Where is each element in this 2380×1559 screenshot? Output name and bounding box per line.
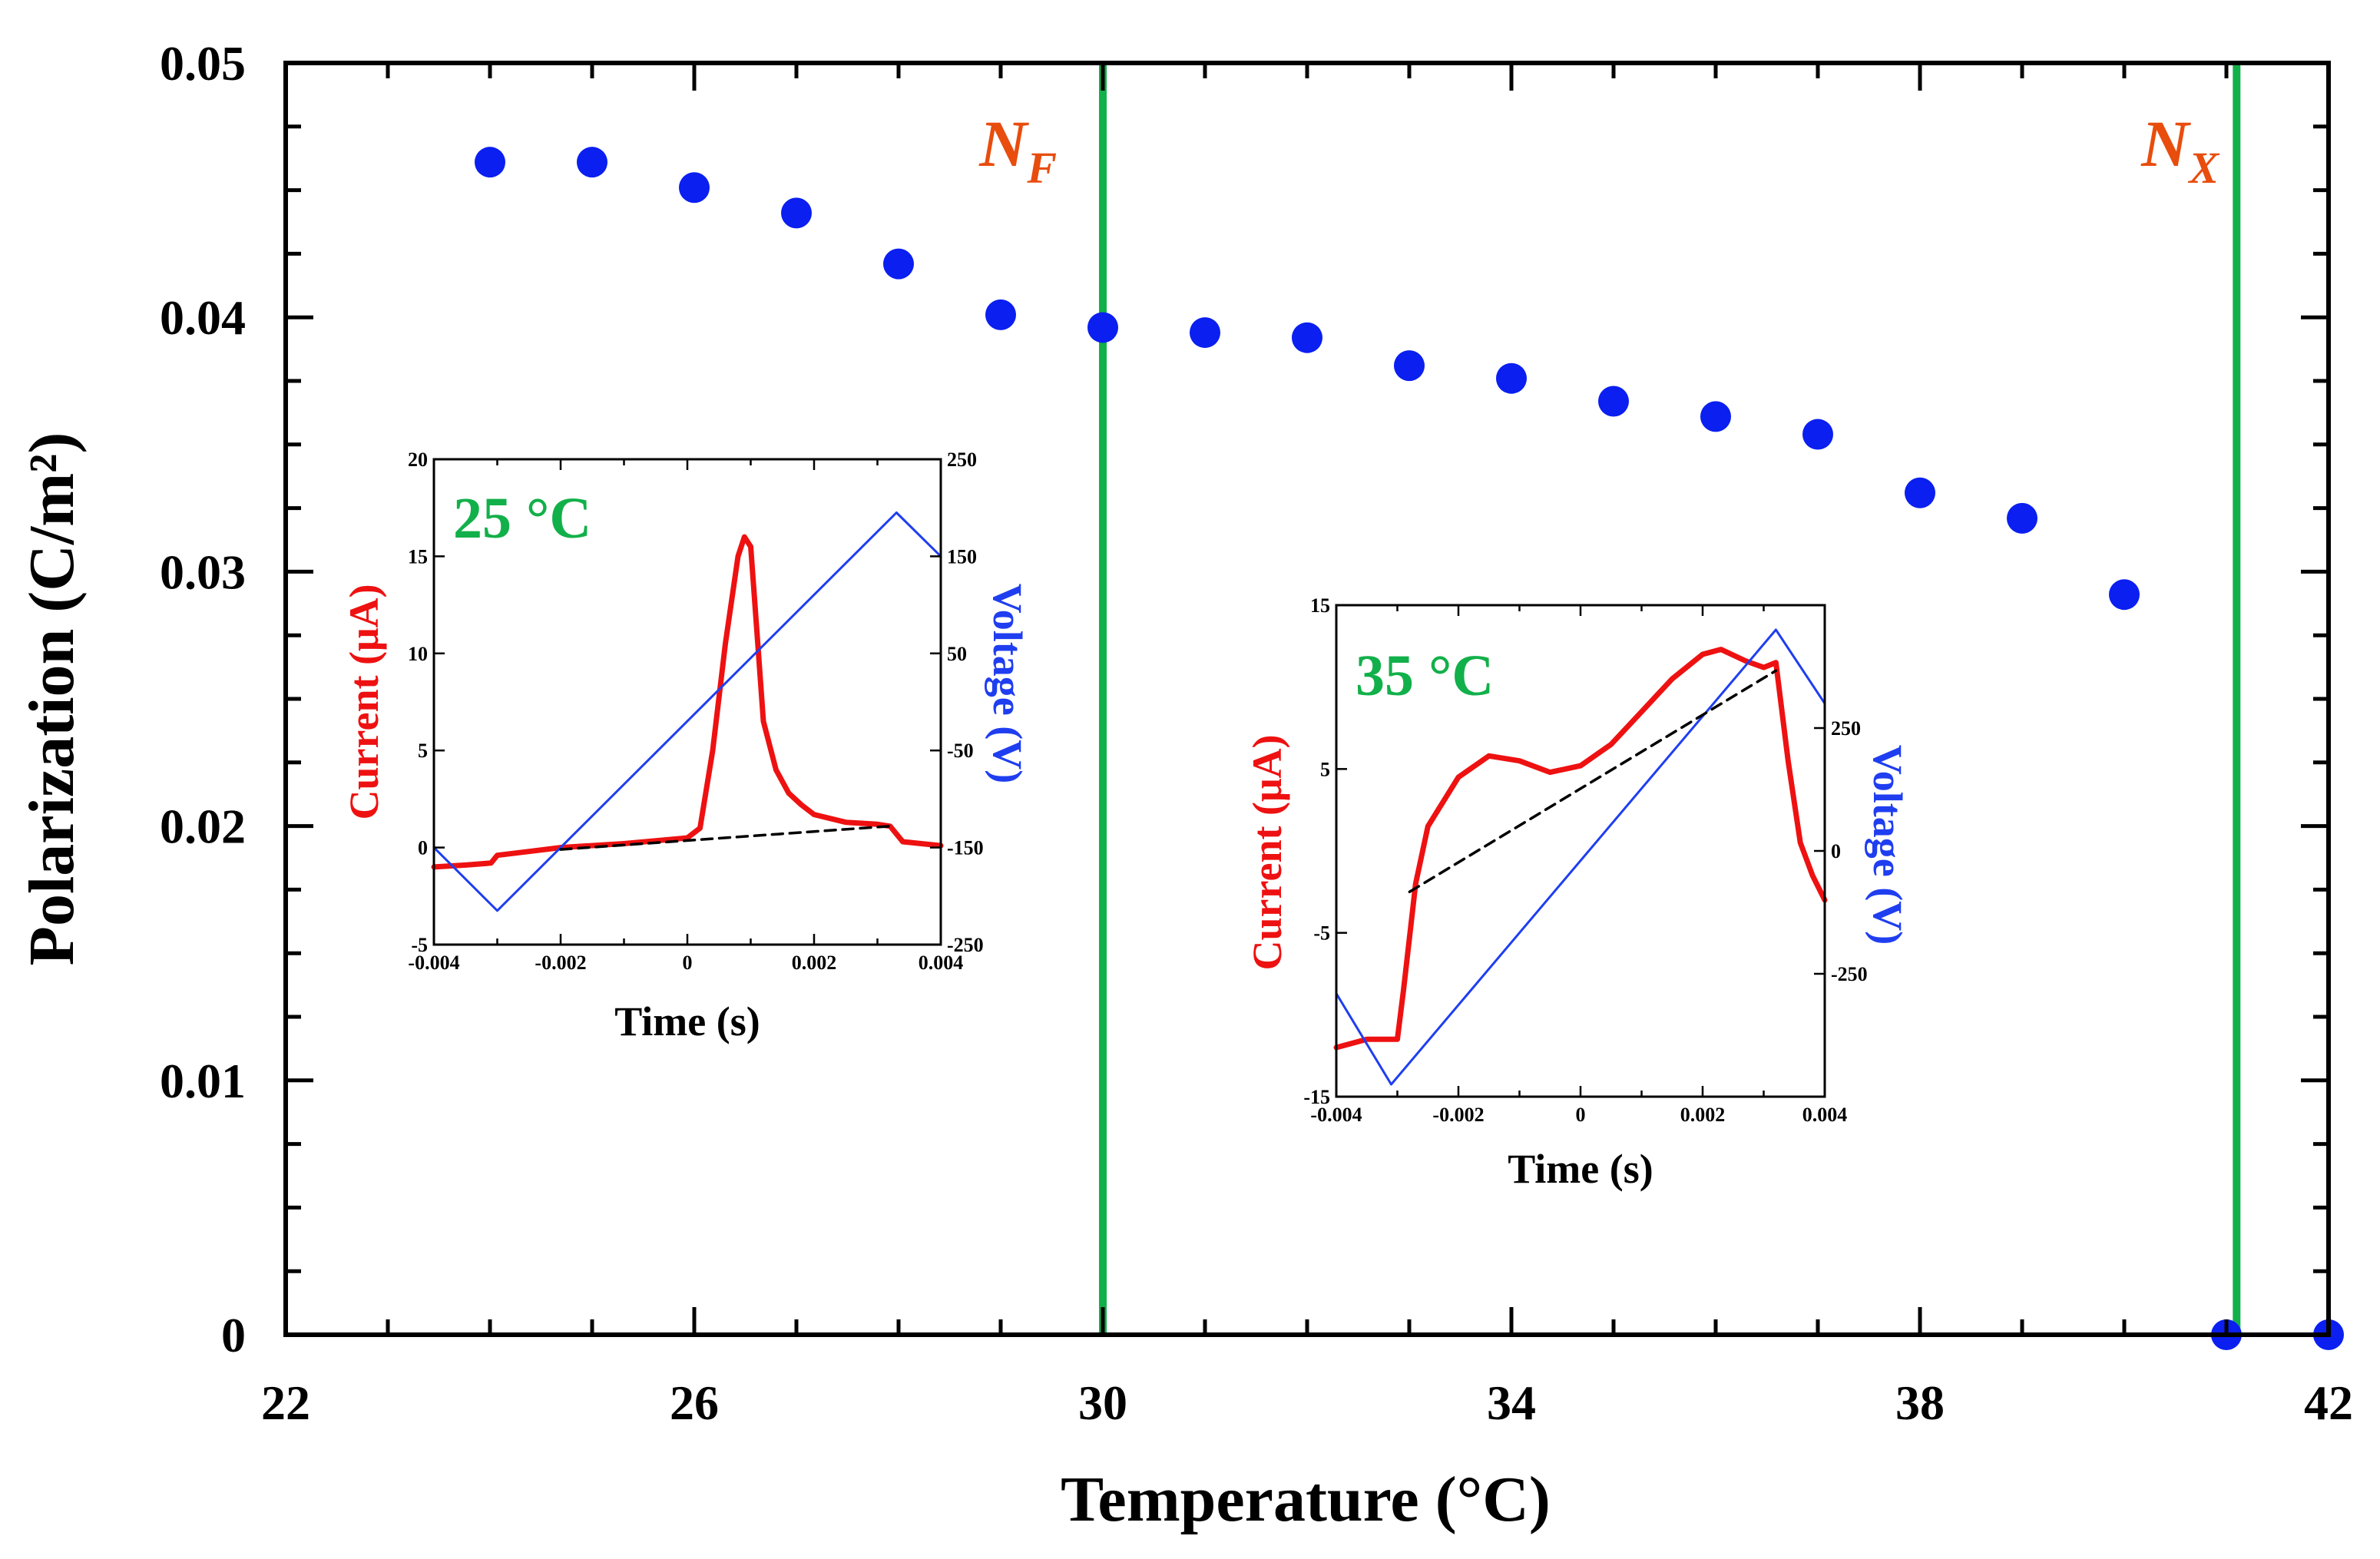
data-point [1802, 419, 1833, 450]
x-tick-label: 22 [261, 1375, 310, 1430]
inset-25c-label: 25 °C [453, 486, 591, 551]
x-tick-label: 0.002 [792, 952, 837, 974]
y-tick-label: 0.04 [160, 290, 246, 345]
y-tick-labels: 0 0.01 0.02 0.03 0.04 0.05 [160, 36, 246, 1362]
inset-25c-right-title: Voltage (V) [985, 584, 1031, 783]
inset-35c-label: 35 °C [1356, 644, 1494, 708]
voltage-curve [1335, 628, 1826, 1086]
x-axis-title: Temperature (°C) [1061, 1464, 1551, 1535]
inset-35c-ticks [1335, 604, 1826, 1098]
y-tick-label: 10 [408, 643, 428, 665]
data-point [1905, 477, 1935, 508]
data-point [2109, 579, 2140, 611]
inset-25c: -0.004 -0.002 0 0.002 0.004 -5 0 5 10 15… [341, 449, 1031, 1044]
x-tick-label: 38 [1895, 1375, 1945, 1430]
inset-25c-ticks [432, 458, 942, 946]
inset-25c-right-tick-labels: -250 -150 -50 50 150 250 [947, 449, 984, 956]
inset-35c-right-title: Voltage (V) [1865, 745, 1911, 945]
y2-tick-label: 250 [1831, 717, 1861, 740]
y-tick-label: -15 [1303, 1086, 1330, 1108]
data-point [679, 172, 710, 204]
inset-35c-right-tick-labels: -250 0 250 [1831, 717, 1868, 985]
y-tick-label: 0.01 [160, 1054, 246, 1108]
phase-label-nx-sub: X [2187, 143, 2219, 193]
main-ticks [283, 61, 2331, 1337]
inset-35c-left-tick-labels: -15 -5 5 15 [1303, 594, 1330, 1108]
inset-25c-left-tick-labels: -5 0 5 10 15 20 [408, 449, 428, 956]
y-tick-label: 15 [1310, 594, 1330, 617]
inset-25c-x-tick-labels: -0.004 -0.002 0 0.002 0.004 [408, 952, 963, 974]
data-point [1496, 362, 1527, 394]
x-tick-label: 0.002 [1680, 1104, 1726, 1126]
x-tick-label: 30 [1078, 1375, 1127, 1430]
y-axis-title: Polarization (C/m²) [16, 432, 88, 966]
inset-35c-curves [1333, 628, 1828, 1086]
phase-label-nf: NF [978, 107, 1057, 193]
y2-tick-label: 50 [947, 643, 967, 665]
y-tick-label: -5 [411, 934, 428, 956]
data-point [577, 147, 607, 178]
data-point [1700, 401, 1731, 432]
inset-35c-x-tick-labels: -0.004 -0.002 0 0.002 0.004 [1310, 1104, 1847, 1126]
y2-tick-label: -250 [1831, 963, 1868, 985]
phase-label-nf-main: N [978, 107, 1029, 180]
y-tick-label: 5 [1320, 758, 1330, 780]
data-point [781, 197, 812, 229]
y-tick-label: 0.02 [160, 799, 246, 854]
y-tick-label: 0.03 [160, 544, 246, 599]
phase-label-nf-sub: F [1026, 143, 1057, 193]
data-point [1598, 386, 1629, 417]
x-tick-label: -0.002 [1432, 1104, 1484, 1126]
baseline-curve [559, 825, 892, 851]
phase-lines [1099, 63, 2241, 1335]
x-tick-label: 42 [2304, 1375, 2353, 1430]
current-curve [1333, 647, 1828, 1051]
phase-label-nx: NX [2140, 107, 2219, 193]
inset-35c-left-title: Current (μA) [1244, 734, 1290, 970]
y-tick-label: -5 [1313, 922, 1330, 945]
data-point [883, 248, 914, 280]
y2-tick-label: 250 [947, 449, 977, 471]
inset-35c: -0.004 -0.002 0 0.002 0.004 -15 -5 5 15 … [1244, 594, 1911, 1192]
y-tick-label: 20 [408, 449, 428, 471]
y-tick-label: 0 [221, 1308, 246, 1362]
inset-35c-x-title: Time (s) [1508, 1146, 1653, 1192]
data-point [475, 147, 505, 178]
x-tick-label: 26 [670, 1375, 719, 1430]
baseline-curve [1408, 669, 1778, 894]
data-point [1394, 350, 1425, 382]
y-tick-label: 0 [418, 837, 428, 859]
voltage-curve [432, 511, 942, 912]
current-curve [431, 534, 944, 870]
x-tick-label: 0 [1576, 1104, 1586, 1126]
y2-tick-label: -150 [947, 837, 984, 859]
data-point [2007, 502, 2037, 534]
x-tick-label: 0.004 [1802, 1104, 1848, 1126]
data-point [1190, 317, 1220, 349]
inset-25c-x-title: Time (s) [614, 998, 760, 1044]
x-tick-label: -0.004 [1310, 1104, 1362, 1126]
x-tick-label: 0 [683, 952, 693, 974]
x-tick-label: -0.004 [408, 952, 459, 974]
y2-tick-label: -250 [947, 934, 984, 956]
y2-tick-label: -50 [947, 740, 974, 762]
y-tick-label: 15 [408, 545, 428, 568]
x-tick-labels: 22 26 30 34 38 42 [261, 1375, 2353, 1430]
data-point [1292, 322, 1322, 353]
data-point [1087, 312, 1118, 343]
y2-tick-label: 0 [1831, 840, 1841, 862]
phase-label-nx-main: N [2140, 107, 2191, 180]
data-points [475, 147, 2344, 1350]
inset-25c-curves [431, 511, 944, 912]
y-tick-label: 0.05 [160, 36, 246, 91]
data-point [985, 299, 1016, 330]
inset-25c-left-title: Current (μA) [341, 584, 387, 819]
x-tick-label: 0.004 [919, 952, 964, 974]
x-tick-label: 34 [1487, 1375, 1536, 1430]
main-chart: 22 26 30 34 38 42 0 0.01 0.02 0.03 0.04 … [16, 36, 2353, 1535]
x-tick-label: -0.002 [535, 952, 586, 974]
y-tick-label: 5 [418, 740, 428, 762]
y2-tick-label: 150 [947, 545, 977, 568]
